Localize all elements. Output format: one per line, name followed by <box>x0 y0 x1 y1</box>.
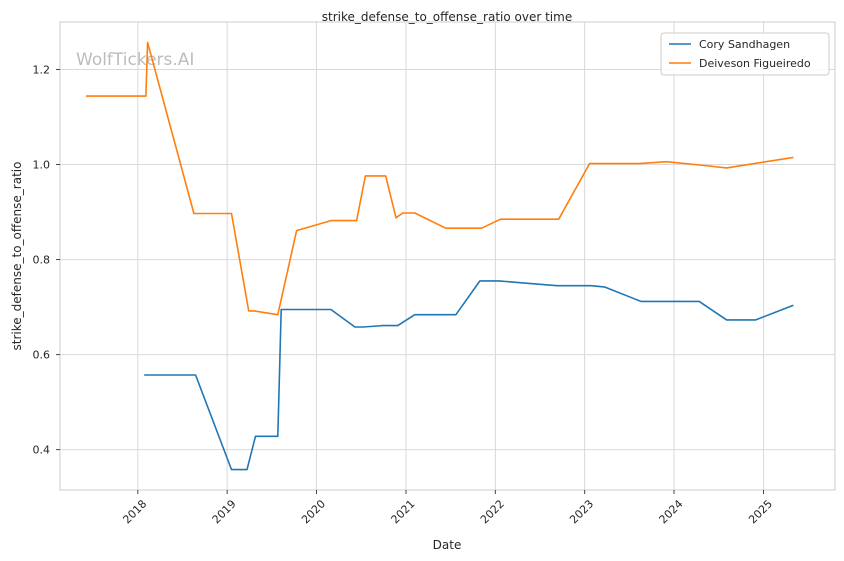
series-line-cory-sandhagen <box>144 280 794 471</box>
series-layer <box>85 41 794 471</box>
legend-label-deiveson-figueiredo: Deiveson Figueiredo <box>699 57 811 70</box>
legend-box <box>660 32 830 76</box>
x-axis-title: Date <box>433 538 462 552</box>
y-tick-label: 0.8 <box>33 254 51 267</box>
chart-title: strike_defense_to_offense_ratio over tim… <box>322 10 572 24</box>
y-tick-label: 0.6 <box>33 349 51 362</box>
legend-label-cory-sandhagen: Cory Sandhagen <box>699 38 790 51</box>
y-axis-title: strike_defense_to_offense_ratio <box>10 162 24 351</box>
y-tick-label: 1.2 <box>33 64 51 77</box>
plot-area <box>59 21 836 491</box>
legend: Cory Sandhagen Deiveson Figueiredo <box>660 32 830 76</box>
y-tick-label: 0.4 <box>33 444 51 457</box>
watermark: WolfTickers.AI <box>76 50 194 70</box>
y-axis: 0.4 0.6 0.8 1.0 1.2 <box>33 64 60 457</box>
series-line-deiveson-figueiredo <box>85 41 794 316</box>
y-tick-label: 1.0 <box>33 159 51 172</box>
